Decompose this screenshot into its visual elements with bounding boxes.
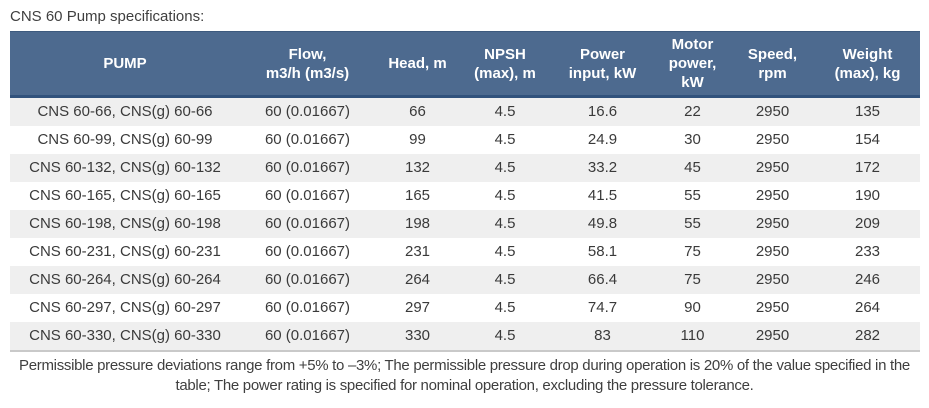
table-cell: 55 [684,187,701,204]
table-cell: 60 (0.01667) [264,299,351,316]
table-cell: 4.5 [494,271,516,288]
header-row: PUMP Flow, m3/h (m3/s) Head, m NPSH (max… [10,31,920,98]
table-cell: 41.5 [587,187,618,204]
table-cell: 2950 [755,243,790,260]
col-header-speed: Speed, rpm [730,31,815,98]
table-row: CNS 60-330, CNS(g) 60-330 60 (0.01667) 330… [10,322,920,352]
table-cell: CNS 60-330, CNS(g) 60-330 [10,322,240,352]
table-cell: 165 [404,187,431,204]
table-cell: 58.1 [587,243,618,260]
table-cell: 45 [684,159,701,176]
table-cell: 132 [404,159,431,176]
table-cell: 60 (0.01667) [264,271,351,288]
table-cell: 74.7 [587,299,618,316]
table-cell: 2950 [755,131,790,148]
table-row: CNS 60-198, CNS(g) 60-198 60 (0.01667) 198… [10,210,920,238]
table-cell: 2950 [755,187,790,204]
table-cell: 2950 [755,103,790,120]
table-cell: 4.5 [494,243,516,260]
table-cell: 2950 [755,159,790,176]
table-cell: 135 [854,103,881,120]
table-cell: CNS 60-231, CNS(g) 60-231 [29,243,221,260]
table-cell: 60 (0.01667) [264,215,351,232]
table-cell: 60 (0.01667) [240,322,375,352]
table-cell: 2950 [755,215,790,232]
col-header-flow: Flow, m3/h (m3/s) [240,31,375,98]
table-cell: 49.8 [587,215,618,232]
footnote-text: Permissible pressure deviations range fr… [19,357,910,394]
table-header: PUMP Flow, m3/h (m3/s) Head, m NPSH (max… [10,31,920,98]
table-cell: 75 [684,271,701,288]
table-row: CNS 60-99, CNS(g) 60-99 60 (0.01667) 99 4.5… [10,126,920,154]
table-cell: 209 [854,215,881,232]
table-cell: 60 (0.01667) [264,103,351,120]
table-cell: 264 [854,299,881,316]
col-header-pump: PUMP [10,31,240,98]
table-cell: 154 [854,131,881,148]
table-cell: 297 [404,299,431,316]
col-header-weight: Weight (max), kg [815,31,920,98]
table-cell: 22 [684,103,701,120]
table-cell: 110 [655,322,730,352]
table-row: CNS 60-264, CNS(g) 60-264 60 (0.01667) 264… [10,266,920,294]
table-cell: 55 [684,215,701,232]
table-row: CNS 60-297, CNS(g) 60-297 60 (0.01667) 297… [10,294,920,322]
table-row: CNS 60-165, CNS(g) 60-165 60 (0.01667) 165… [10,182,920,210]
table-cell: CNS 60-132, CNS(g) 60-132 [29,159,221,176]
spec-table-body: CNS 60-66, CNS(g) 60-66 60 (0.01667) 66 4.5… [10,96,920,352]
table-cell: 4.5 [494,103,516,120]
table-cell: 4.5 [494,187,516,204]
table-cell: 2950 [730,322,815,352]
table-cell: 231 [404,243,431,260]
page-title: CNS 60 Pump specifications: [10,8,205,25]
table-cell: CNS 60-264, CNS(g) 60-264 [29,271,221,288]
col-header-npsh: NPSH (max), m [460,31,550,98]
table-cell: 60 (0.01667) [264,187,351,204]
table-cell: 75 [684,243,701,260]
table-row: CNS 60-66, CNS(g) 60-66 60 (0.01667) 66 4.5… [10,96,920,126]
col-header-power-input: Power input, kW [550,31,655,98]
table-cell: 246 [854,271,881,288]
table-cell: 60 (0.01667) [264,131,351,148]
table-cell: CNS 60-297, CNS(g) 60-297 [29,299,221,316]
table-cell: 30 [684,131,701,148]
table-cell: 2950 [755,299,790,316]
table-cell: 4.5 [494,159,516,176]
table-cell: 190 [854,187,881,204]
table-cell: 83 [550,322,655,352]
table-cell: 172 [854,159,881,176]
table-cell: 4.5 [494,215,516,232]
table-row: CNS 60-231, CNS(g) 60-231 60 (0.01667) 231… [10,238,920,266]
table-cell: 4.5 [460,322,550,352]
table-cell: 198 [404,215,431,232]
col-header-head: Head, m [375,31,460,98]
pump-spec-table: PUMP Flow, m3/h (m3/s) Head, m NPSH (max… [10,31,920,352]
table-cell: 330 [375,322,460,352]
table-cell: 233 [854,243,881,260]
table-cell: CNS 60-165, CNS(g) 60-165 [29,187,221,204]
table-cell: 2950 [755,271,790,288]
table-cell: 264 [404,271,431,288]
table-cell: 60 (0.01667) [264,243,351,260]
table-cell: 16.6 [587,103,618,120]
table-cell: 66 [409,103,426,120]
table-cell: 60 (0.01667) [264,159,351,176]
col-header-motor-power: Motor power, kW [655,31,730,98]
table-cell: CNS 60-99, CNS(g) 60-99 [37,131,213,148]
table-cell: CNS 60-66, CNS(g) 60-66 [37,103,213,120]
table-cell: CNS 60-198, CNS(g) 60-198 [29,215,221,232]
table-cell: 33.2 [587,159,618,176]
table-cell: 4.5 [494,131,516,148]
table-cell: 282 [815,322,920,352]
table-cell: 90 [684,299,701,316]
table-cell: 4.5 [494,299,516,316]
table-cell: 24.9 [587,131,618,148]
table-cell: 66.4 [587,271,618,288]
table-row: CNS 60-132, CNS(g) 60-132 60 (0.01667) 132… [10,154,920,182]
table-cell: 99 [409,131,426,148]
